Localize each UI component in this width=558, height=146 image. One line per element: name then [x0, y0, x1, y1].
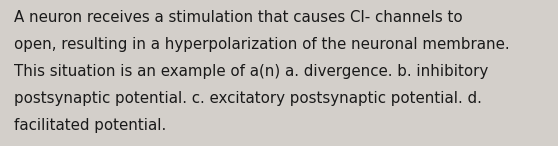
Text: postsynaptic potential. c. excitatory postsynaptic potential. d.: postsynaptic potential. c. excitatory po… — [14, 91, 482, 106]
Text: A neuron receives a stimulation that causes Cl- channels to: A neuron receives a stimulation that cau… — [14, 10, 463, 25]
Text: open, resulting in a hyperpolarization of the neuronal membrane.: open, resulting in a hyperpolarization o… — [14, 37, 509, 52]
Text: facilitated potential.: facilitated potential. — [14, 118, 166, 133]
Text: This situation is an example of a(n) a. divergence. b. inhibitory: This situation is an example of a(n) a. … — [14, 64, 488, 79]
